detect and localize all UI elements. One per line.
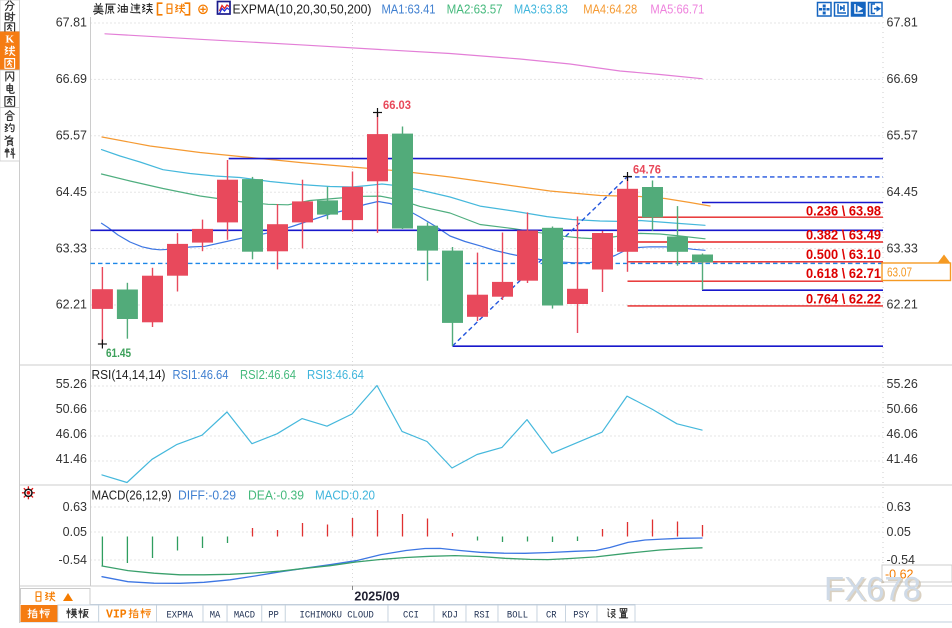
svg-text:67.81: 67.81	[56, 16, 87, 30]
svg-text:DIFF:-0.29: DIFF:-0.29	[178, 488, 236, 503]
svg-text:66.03: 66.03	[383, 98, 411, 112]
svg-text:RSI2:46.64: RSI2:46.64	[240, 367, 296, 382]
svg-text:PP: PP	[268, 610, 279, 622]
svg-text:0.236 \ 63.98: 0.236 \ 63.98	[806, 204, 881, 219]
svg-text:ICHIMOKU CLOUD: ICHIMOKU CLOUD	[300, 610, 374, 622]
svg-text:MA4:64.28: MA4:64.28	[583, 2, 637, 17]
svg-text:RSI(14,14,14): RSI(14,14,14)	[92, 367, 166, 382]
svg-text:50.66: 50.66	[887, 402, 918, 416]
svg-text:55.26: 55.26	[56, 377, 87, 391]
svg-text:66.69: 66.69	[56, 72, 87, 86]
svg-text:0.05: 0.05	[63, 525, 87, 539]
svg-text:MACD: MACD	[234, 610, 255, 622]
svg-text:RSI: RSI	[474, 610, 490, 622]
svg-text:MA5:66.71: MA5:66.71	[650, 2, 704, 17]
svg-text:64.76: 64.76	[633, 162, 661, 176]
svg-text:BOLL: BOLL	[507, 610, 528, 622]
svg-text:MA1:63.41: MA1:63.41	[382, 2, 436, 17]
svg-text:KDJ: KDJ	[442, 610, 458, 622]
svg-text:41.46: 41.46	[887, 452, 918, 466]
svg-text:0.63: 0.63	[63, 500, 87, 514]
svg-text:0.63: 0.63	[887, 500, 911, 514]
svg-text:2025/09: 2025/09	[354, 590, 399, 604]
svg-text:63.07: 63.07	[887, 265, 912, 279]
svg-text:MA2:63.57: MA2:63.57	[447, 2, 503, 17]
svg-text:46.06: 46.06	[887, 427, 918, 441]
svg-text:64.45: 64.45	[887, 185, 918, 199]
svg-text:RSI3:46.64: RSI3:46.64	[307, 367, 364, 382]
svg-text:0.500 \ 63.10: 0.500 \ 63.10	[806, 247, 881, 262]
svg-text:50.66: 50.66	[56, 402, 87, 416]
svg-text:62.21: 62.21	[56, 298, 87, 312]
svg-text:65.57: 65.57	[887, 129, 918, 143]
svg-text:65.57: 65.57	[56, 129, 87, 143]
svg-text:EXPMA(10,20,30,50,200): EXPMA(10,20,30,50,200)	[233, 2, 372, 17]
svg-text:MA: MA	[210, 610, 221, 622]
svg-text:MACD(26,12,9): MACD(26,12,9)	[92, 488, 172, 503]
svg-text:63.33: 63.33	[56, 241, 87, 255]
svg-text:DEA:-0.39: DEA:-0.39	[248, 488, 304, 503]
svg-text:MACD:0.20: MACD:0.20	[315, 488, 375, 503]
svg-text:VIP: VIP	[106, 609, 127, 622]
svg-text:FX678: FX678	[824, 570, 921, 607]
svg-text:MA3:63.83: MA3:63.83	[514, 2, 568, 17]
svg-text:55.26: 55.26	[887, 377, 918, 391]
svg-text:-0.54: -0.54	[59, 553, 88, 567]
svg-text:CR: CR	[546, 610, 557, 622]
svg-text:CCI: CCI	[403, 610, 419, 622]
svg-text:64.45: 64.45	[56, 185, 87, 199]
svg-text:66.69: 66.69	[887, 72, 918, 86]
svg-text:K: K	[5, 34, 14, 46]
svg-text:46.06: 46.06	[56, 427, 87, 441]
svg-text:41.46: 41.46	[56, 452, 87, 466]
svg-text:EXPMA: EXPMA	[167, 610, 194, 622]
svg-text:PSY: PSY	[573, 610, 589, 622]
svg-text:0.764 \ 62.22: 0.764 \ 62.22	[806, 292, 881, 307]
svg-text:RSI1:46.64: RSI1:46.64	[173, 367, 229, 382]
svg-text:63.33: 63.33	[887, 241, 918, 255]
svg-text:61.45: 61.45	[106, 348, 132, 360]
svg-text:0.382 \ 63.49: 0.382 \ 63.49	[806, 228, 881, 243]
svg-text:62.21: 62.21	[887, 298, 918, 312]
svg-text:0.05: 0.05	[887, 525, 911, 539]
svg-text:0.618 \ 62.71: 0.618 \ 62.71	[806, 266, 881, 281]
svg-text:67.81: 67.81	[887, 16, 918, 30]
